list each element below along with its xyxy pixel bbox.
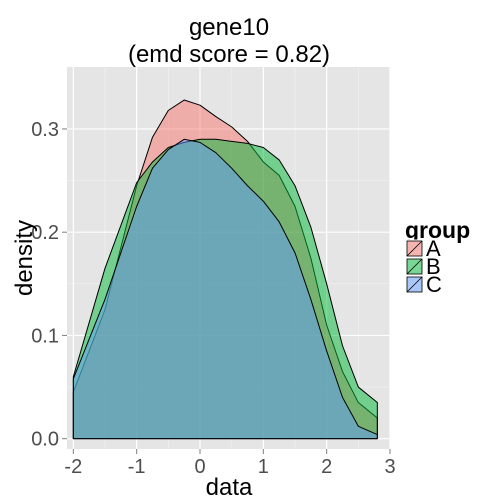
- legend-swatch-slash: [406, 258, 423, 275]
- y-axis: 0.0 0.1 0.2 0.3: [31, 119, 67, 451]
- x-tick-label: -2: [64, 456, 82, 478]
- density-areas: [72, 99, 378, 440]
- x-tick-label: 2: [321, 456, 332, 478]
- x-tick-label: 0: [194, 456, 205, 478]
- x-tick-label: 3: [384, 456, 395, 478]
- x-tick-label: 1: [258, 456, 269, 478]
- chart-title-line-2: (emd score = 0.82): [128, 41, 330, 68]
- y-tick-label: 0.0: [31, 429, 59, 451]
- legend-label-C: C: [426, 272, 442, 297]
- legend-items: ABC: [405, 236, 442, 297]
- y-tick-label: 0.2: [31, 222, 59, 244]
- x-axis: -2 -1 0 1 2 3: [64, 449, 396, 478]
- legend-swatch-slash: [406, 240, 423, 257]
- density-area-C: [72, 138, 378, 440]
- legend-label-A: A: [426, 236, 441, 261]
- x-axis-title: data: [206, 474, 253, 501]
- legend-swatch-slash: [406, 276, 423, 293]
- y-tick-label: 0.3: [31, 119, 59, 141]
- y-axis-title: density: [11, 220, 38, 296]
- y-tick-label: 0.1: [31, 325, 59, 347]
- legend-title: group: [405, 217, 470, 243]
- chart-title-line-1: gene10: [189, 14, 269, 41]
- legend-label-B: B: [426, 254, 441, 279]
- x-tick-label: -1: [128, 456, 146, 478]
- legend: group ABC: [405, 217, 470, 297]
